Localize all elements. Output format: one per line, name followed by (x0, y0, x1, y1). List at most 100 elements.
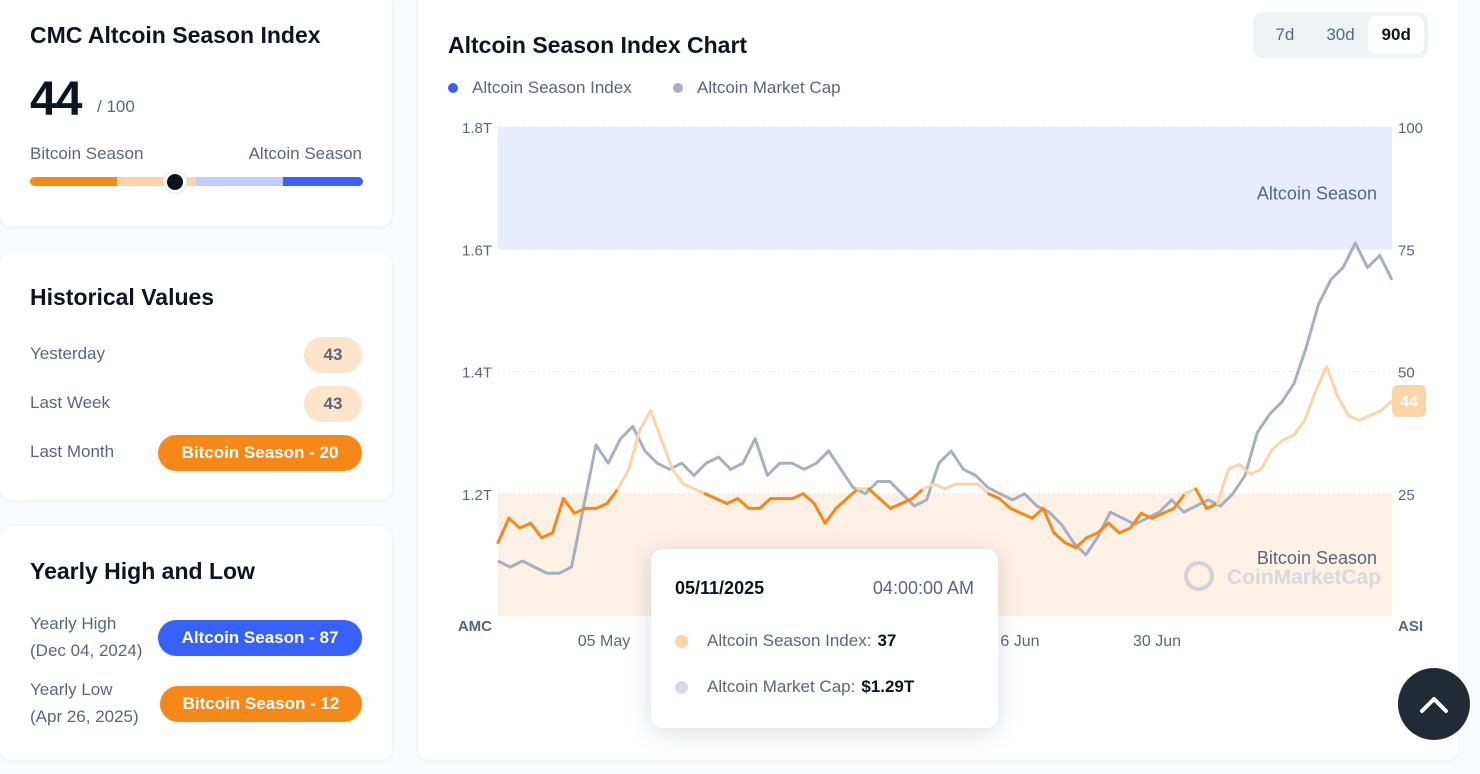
index-line-segment (1216, 467, 1230, 506)
index-line-segment (1128, 511, 1143, 530)
index-line-segment (1172, 492, 1187, 510)
y-right-tick: 100 (1398, 120, 1423, 137)
index-line-segment (660, 438, 674, 471)
yearly-title: Yearly High and Low (30, 558, 255, 584)
index-value: 44 (30, 73, 82, 126)
tab-7d[interactable]: 7d (1275, 25, 1295, 44)
index-line-segment (867, 487, 882, 501)
last-week-label: Last Week (30, 393, 111, 412)
tooltip-dot (675, 634, 688, 648)
coinmarketcap-logo-icon (1184, 561, 1214, 591)
yearly-low-date: (Apr 26, 2025) (30, 707, 139, 726)
last-month-value: Bitcoin Season - 20 (158, 435, 362, 471)
tooltip-cap-row: Altcoin Market Cap: $1.29T (675, 677, 914, 697)
bitcoin-season-label: Bitcoin Season (30, 144, 144, 163)
index-line-segment (812, 502, 827, 525)
market-cap-line (497, 241, 1394, 575)
index-line-segment (551, 497, 565, 535)
last-week-value: 43 (304, 386, 362, 422)
index-line-segment (572, 506, 587, 515)
altcoin-season-index-card: CMC Altcoin Season Index 44 / 100 Bitcoi… (0, 0, 392, 226)
index-line-segment (540, 531, 555, 540)
index-line-segment (790, 492, 805, 501)
index-line-segment (561, 497, 576, 515)
legend-dot (673, 83, 683, 93)
index-line-segment (888, 502, 903, 510)
y-right-tick: 50 (1398, 365, 1415, 382)
index-line-segment (1226, 462, 1241, 471)
yesterday-value: 43 (304, 337, 362, 373)
index-line-segment (594, 502, 609, 510)
y-left-tick: 1.4T (462, 365, 492, 382)
index-line-segment (1019, 511, 1034, 520)
scroll-to-top-button[interactable] (1398, 668, 1470, 740)
index-line-segment (1270, 438, 1285, 452)
tab-90d[interactable]: 90d (1368, 16, 1425, 54)
legend-market-cap[interactable]: Altcoin Market Cap (673, 78, 841, 98)
index-line-segment (1074, 536, 1089, 550)
tooltip-cap-value: $1.29T (861, 677, 915, 696)
index-line-segment (736, 497, 751, 510)
index-line-segment (878, 497, 892, 510)
index-line-segment (616, 467, 631, 491)
grid (498, 126, 1392, 495)
index-line-segment (627, 428, 642, 471)
yearly-high-low-card: Yearly High and Low Yearly High (Dec 04,… (0, 526, 392, 760)
index-line-segment (1237, 462, 1252, 476)
index-line-segment (1335, 394, 1350, 418)
index-line-segment (670, 467, 685, 486)
x-tick: 05 May (578, 633, 630, 650)
index-line-segment (507, 516, 522, 530)
yearly-low-value: Bitcoin Season - 12 (160, 686, 362, 722)
index-line-segment (1183, 487, 1198, 496)
index-line-segment (681, 482, 696, 491)
index-line-segment (932, 482, 947, 491)
index-line-segment (1325, 365, 1339, 398)
legend-label: Altcoin Market Cap (697, 78, 841, 97)
yearly-high-date: (Dec 04, 2024) (30, 641, 143, 660)
historical-title: Historical Values (30, 284, 215, 310)
index-line-segment (1303, 389, 1318, 422)
axis-labels: Altcoin Season Bitcoin SeasonCoinMarketCa… (458, 120, 1423, 650)
index-line-segment (1292, 418, 1307, 437)
gauge-indicator (164, 171, 186, 193)
index-line-segment (692, 487, 707, 496)
current-value-badge (1392, 384, 1426, 417)
index-line-segment (605, 487, 620, 506)
index-line-segment (1117, 526, 1132, 535)
index-line-segment (1052, 531, 1067, 545)
x-tick: 30 Jun (1133, 633, 1181, 650)
index-line-segment (987, 492, 1002, 501)
index-line-segment (834, 497, 849, 510)
legend-dot (448, 83, 458, 93)
index-line-segment (1259, 448, 1274, 471)
index-line-segment (943, 482, 958, 491)
y-right-tick: 75 (1398, 242, 1415, 259)
index-line-segment (801, 492, 816, 506)
index-line-segment (1063, 541, 1078, 550)
watermark: CoinMarketCap (1227, 566, 1381, 589)
index-line-segment (1161, 506, 1176, 515)
index-line-segment (1346, 414, 1361, 422)
index-max: / 100 (97, 97, 135, 116)
index-line-segment (1368, 409, 1383, 418)
tab-30d[interactable]: 30d (1326, 25, 1355, 44)
yearly-low-label: Yearly Low (30, 680, 113, 699)
yesterday-label: Yesterday (30, 344, 105, 363)
index-line-segment (1085, 531, 1100, 540)
y-left-tick: 1.2T (462, 487, 492, 504)
chevron-up-icon (1420, 697, 1448, 713)
index-line-segment (1139, 511, 1154, 520)
season-gauge-bar (30, 177, 363, 186)
index-line-segment (1248, 467, 1263, 476)
index-line-segment (1030, 506, 1045, 520)
index-line-segment (899, 497, 914, 506)
index-line-segment (649, 409, 664, 442)
legend-altcoin-index[interactable]: Altcoin Season Index (448, 78, 632, 98)
index-line-segment (703, 492, 718, 501)
tooltip-index-row: Altcoin Season Index: 37 (675, 631, 896, 651)
index-line-segment (1379, 399, 1394, 413)
legend-label: Altcoin Season Index (472, 78, 632, 97)
index-line-segment (845, 487, 860, 501)
